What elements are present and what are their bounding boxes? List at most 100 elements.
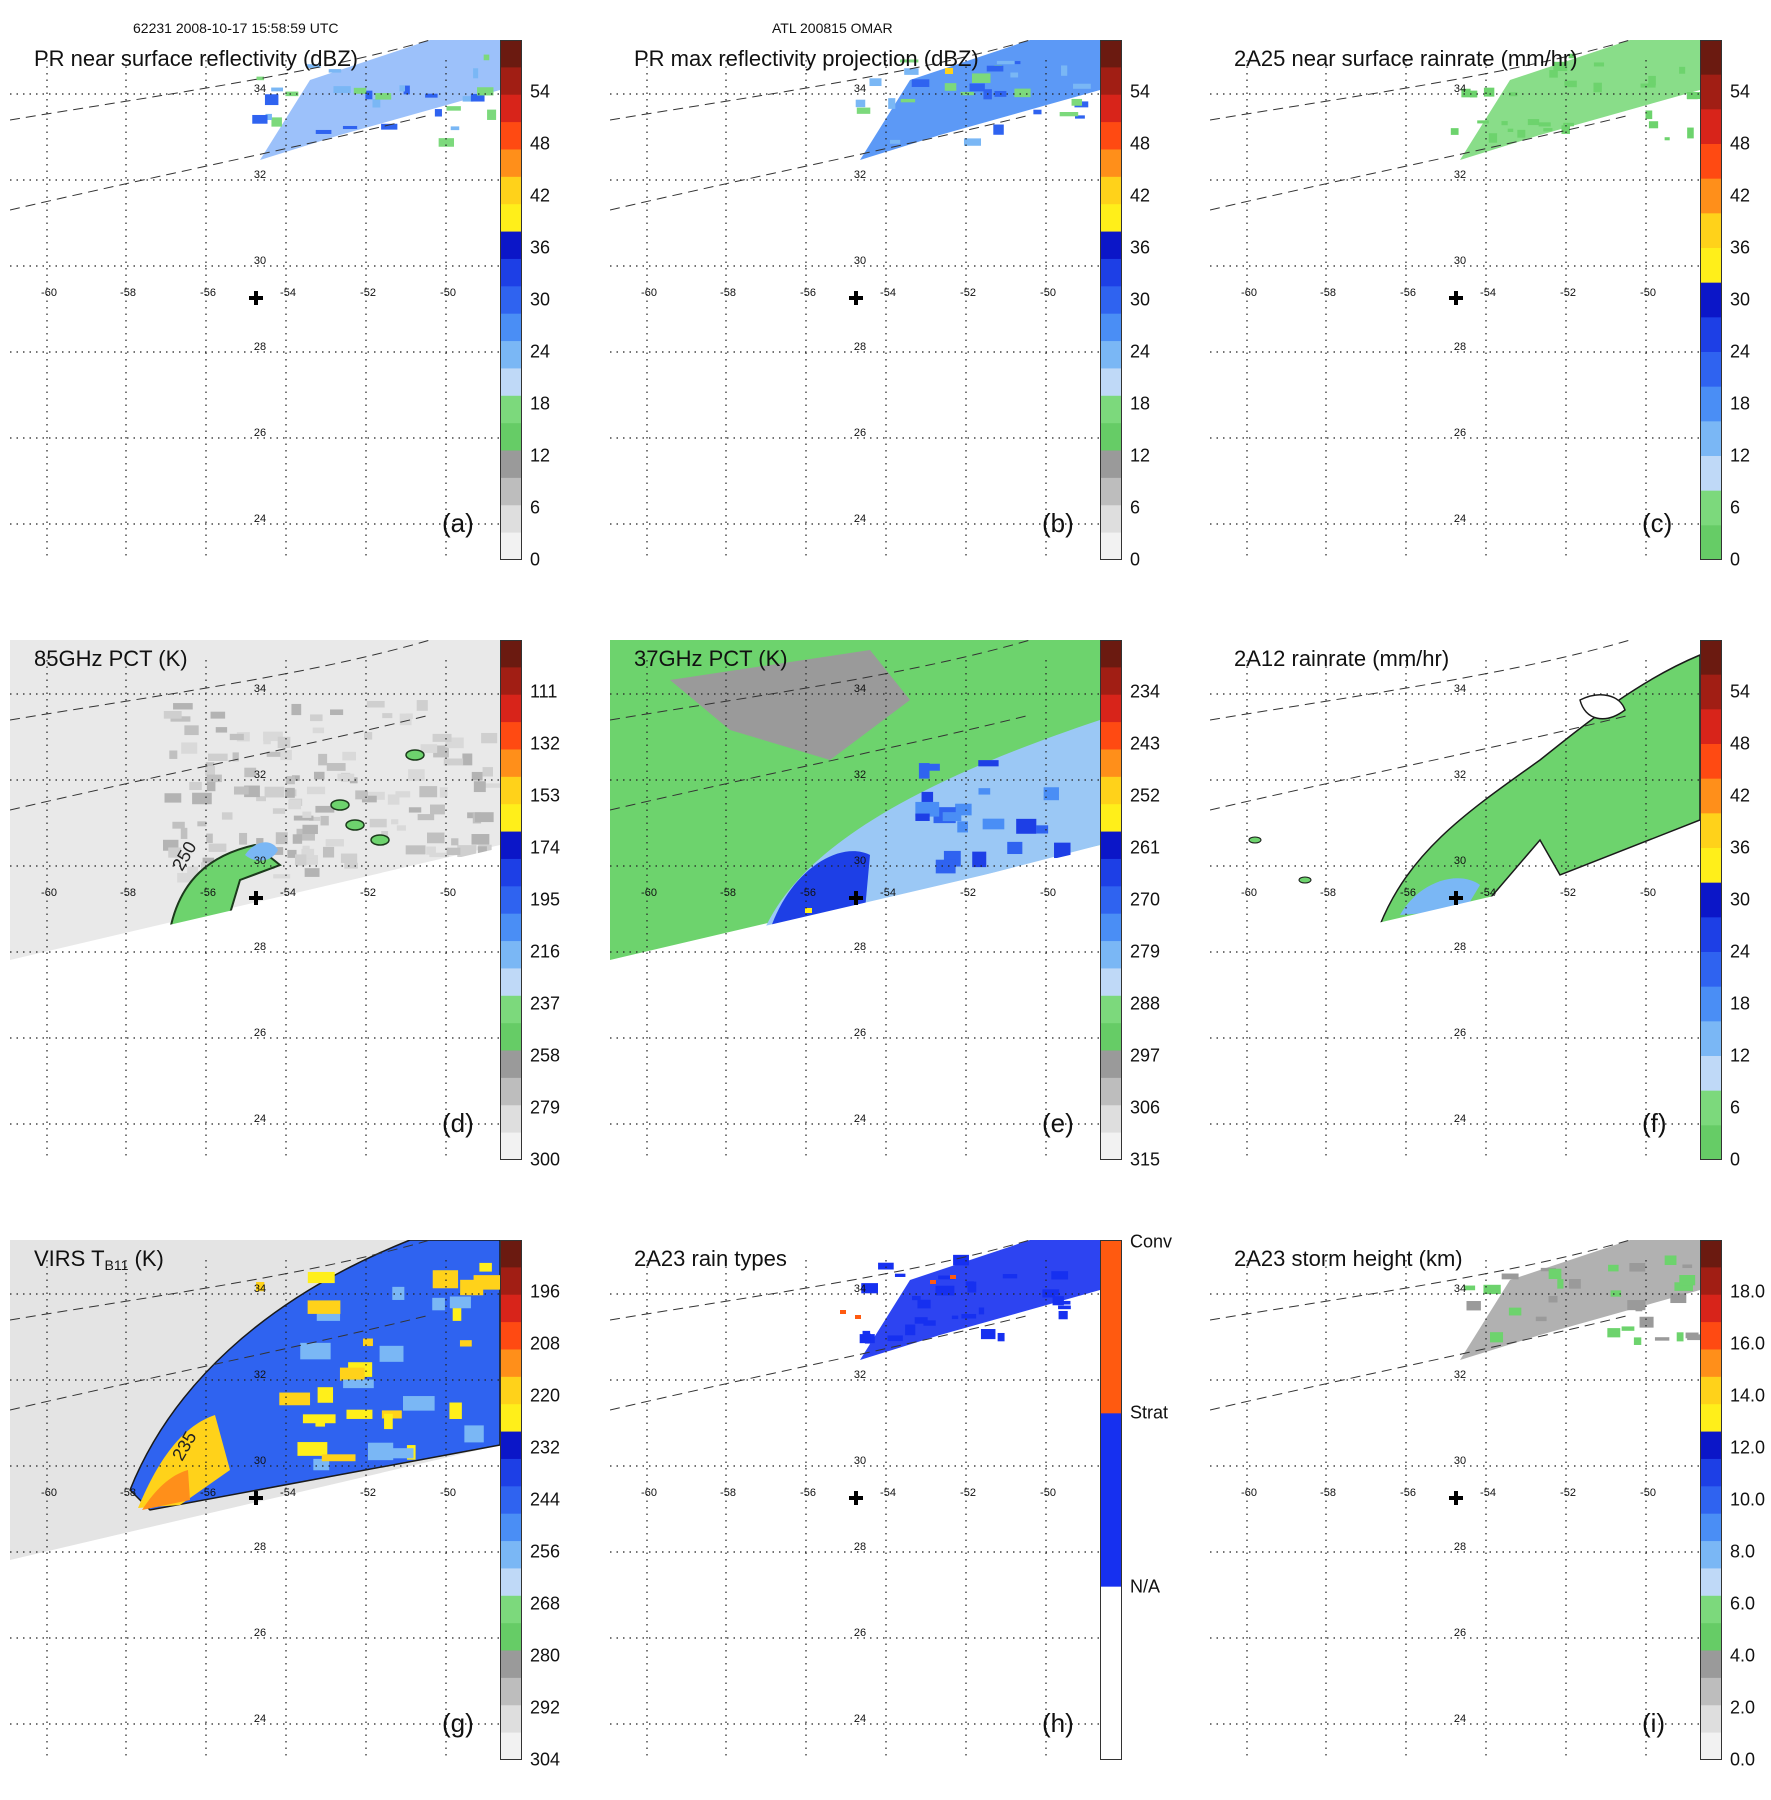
precip-pixel — [1607, 1328, 1621, 1338]
pct-pixel — [306, 786, 326, 795]
colorbar-tick-label: 30 — [530, 289, 551, 310]
colorbar-tick-label: 8.0 — [1730, 1541, 1756, 1562]
colorbar-segment — [1700, 1677, 1722, 1706]
precip-pixel — [1593, 62, 1605, 67]
cloud-pixel — [379, 1345, 404, 1362]
colorbar-tick-label: 306 — [1130, 1097, 1161, 1118]
lon-label: -54 — [880, 1487, 896, 1499]
pct-pixel — [399, 713, 412, 726]
colorbar — [1100, 40, 1122, 560]
precip-pixel — [446, 106, 461, 111]
precip-pixel — [1517, 129, 1526, 138]
precip-pixel — [1543, 128, 1553, 132]
panel-title: PR near surface reflectivity (dBZ) — [34, 46, 358, 71]
precip-pixel — [328, 69, 342, 73]
pct-pixel — [294, 854, 307, 866]
precip-pixel — [271, 117, 282, 127]
colorbar-segment — [1700, 1513, 1722, 1542]
pct-pixel — [206, 833, 213, 844]
colorbar-segment — [500, 1732, 522, 1760]
colorbar-segment — [1100, 831, 1122, 860]
pct-pixel — [296, 828, 315, 841]
cloud-pixel — [297, 1442, 328, 1456]
colorbar-segment — [500, 286, 522, 315]
map-plot: -60 -58 -56 -54 -52 -50 34 32 30 28 26 24 — [1210, 40, 1703, 560]
pct-pixel — [315, 805, 335, 813]
cloud-pixel — [449, 1402, 462, 1419]
colorbar-frame — [1100, 40, 1122, 560]
pct-pixel — [163, 839, 179, 851]
precip-pixel — [1059, 112, 1079, 117]
lon-label: -50 — [1040, 287, 1056, 299]
colorbar-tick-label: 12 — [530, 445, 551, 466]
panel-label: (f) — [1642, 1108, 1667, 1138]
map-plot: -60 -58 -56 -54 -52 -50 34 32 30 28 26 24 — [610, 40, 1100, 560]
rain-area — [1378, 653, 1701, 926]
colorbar-tick-label: 315 — [1130, 1149, 1161, 1170]
swath-edge-mask — [10, 848, 500, 1200]
pct-pixel — [189, 781, 202, 791]
colorbar-tick-label: 0 — [1130, 549, 1141, 570]
precip-pixel — [1450, 128, 1459, 135]
pct-pixel — [263, 731, 283, 742]
colorbar-segment — [1700, 952, 1722, 988]
precip-pixel — [861, 1283, 878, 1294]
precip-pixel — [315, 129, 332, 134]
lat-label: 30 — [254, 1455, 266, 1467]
precip-pixel — [953, 1254, 969, 1266]
swath-edges — [1210, 1240, 1631, 1411]
lon-label: -50 — [1040, 887, 1056, 899]
swath-edges — [10, 1240, 431, 1411]
precip-pixel — [1553, 61, 1568, 71]
colorbar-frame — [500, 640, 522, 1160]
swath-edge-upper — [1210, 1240, 1631, 1321]
lon-label: -60 — [1241, 287, 1257, 299]
colorbar-segment — [500, 532, 522, 560]
precip-pixel — [1501, 121, 1508, 126]
graticule — [610, 660, 1100, 1160]
precip-pixel — [888, 98, 896, 109]
colorbar-segment — [1700, 248, 1722, 284]
colorbar-segment — [1100, 858, 1122, 887]
colorbar-tick-label: 6 — [530, 497, 541, 518]
pct-pixel — [419, 786, 438, 798]
colorbar-tick-label: 0 — [530, 549, 541, 570]
precip-pixel — [1469, 90, 1478, 98]
precip-pixel — [462, 96, 474, 102]
colorbar-segment — [500, 941, 522, 969]
precip-pixel — [878, 1262, 894, 1270]
lat-label: 24 — [1454, 513, 1466, 525]
colorbar-segment — [500, 477, 522, 506]
pct-pixel — [168, 847, 182, 858]
colorbar-segment — [500, 1486, 522, 1515]
colorbar-segment — [1100, 341, 1122, 369]
max-reflect-pixel — [945, 68, 953, 74]
isolated-rain — [1248, 836, 1262, 844]
data-field — [1450, 40, 1703, 160]
pct-pixel — [205, 766, 216, 776]
storm-center-marker — [1449, 1491, 1463, 1505]
pct-pixel — [446, 847, 461, 856]
colorbar-segment — [1700, 1595, 1722, 1624]
colorbar-segment — [500, 1513, 522, 1542]
pct-pixel — [416, 700, 428, 711]
colorbar-segment — [1700, 848, 1722, 884]
precip-pixel — [1686, 92, 1703, 100]
pct-pixel — [355, 790, 368, 800]
rain-pixel — [915, 813, 930, 821]
pct-pixel — [169, 750, 178, 759]
precip-pixel — [938, 1275, 956, 1280]
colorbar-tick-label: 10.0 — [1730, 1489, 1766, 1510]
colorbar-segment — [1700, 1404, 1722, 1433]
lon-label: -56 — [1400, 287, 1416, 299]
pct-pixel — [272, 808, 286, 814]
cloud-pixel — [256, 1281, 265, 1292]
convective-pixel — [855, 1315, 861, 1319]
convective-pixel — [840, 1310, 846, 1314]
precip-pixel — [252, 114, 268, 124]
rain-pixel — [927, 763, 940, 771]
precip-pixel — [904, 68, 919, 75]
pct-pixel — [325, 839, 344, 847]
lat-label: 28 — [854, 1541, 866, 1553]
map-plot: -60 -58 -56 -54 -52 -50 34 32 30 28 26 24 — [610, 640, 1100, 1200]
